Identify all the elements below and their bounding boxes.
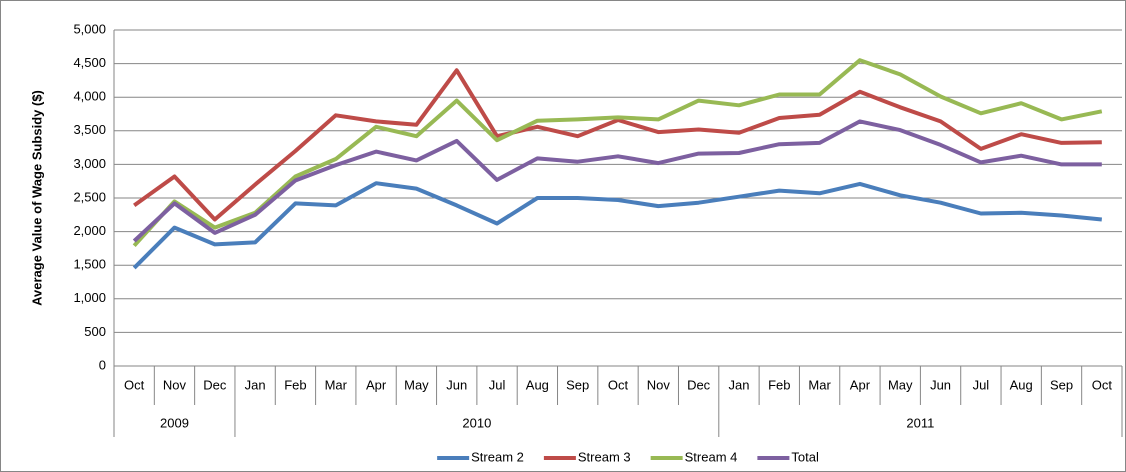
x-tick-label: Nov [647,377,671,392]
x-tick-label: Jun [930,377,951,392]
x-tick-label: Feb [284,377,306,392]
legend-label: Stream 2 [471,449,524,464]
y-tick-label: 500 [84,324,106,339]
x-tick-label: Dec [687,377,711,392]
x-tick-label: Jan [245,377,266,392]
x-tick-label: Sep [1050,377,1073,392]
y-tick-label: 4,500 [73,55,106,70]
x-tick-label: Aug [1010,377,1033,392]
x-tick-label: Oct [1092,377,1113,392]
legend-label: Stream 4 [685,449,738,464]
series-line [132,181,1102,270]
x-tick-label: Apr [850,377,871,392]
x-tick-label: Sep [566,377,589,392]
x-tick-label: Apr [366,377,387,392]
y-tick-label: 1,000 [73,290,106,305]
series-line [132,58,1103,248]
x-tick-label: Oct [608,377,629,392]
y-axis-label: Average Value of Wage Subsidy ($) [29,90,44,306]
x-group-label: 2009 [160,415,189,430]
x-tick-label: Oct [124,377,145,392]
legend-label: Stream 3 [578,449,631,464]
x-tick-label: Aug [526,377,549,392]
x-tick-label: Mar [325,377,348,392]
y-tick-label: 0 [99,357,106,372]
x-tick-label: Jun [446,377,467,392]
x-tick-label: Jul [973,377,990,392]
x-tick-label: Feb [768,377,790,392]
x-group-label: 2010 [462,415,491,430]
x-tick-label: Nov [163,377,187,392]
series-line [133,68,1102,222]
y-tick-label: 5,000 [73,21,106,36]
x-tick-label: Jan [728,377,749,392]
y-tick-label: 3,500 [73,122,106,137]
y-tick-label: 3,000 [73,156,106,171]
x-group-label: 2011 [906,415,934,430]
x-tick-label: May [888,377,913,392]
series-line [132,119,1102,243]
y-tick-label: 2,500 [73,189,106,204]
x-tick-label: Jul [489,377,506,392]
x-tick-label: Dec [203,377,227,392]
y-tick-label: 2,000 [73,223,106,238]
legend-label: Total [791,449,819,464]
y-tick-label: 1,500 [73,257,106,272]
x-tick-label: May [404,377,429,392]
x-tick-label: Mar [808,377,831,392]
y-tick-label: 4,000 [73,89,106,104]
